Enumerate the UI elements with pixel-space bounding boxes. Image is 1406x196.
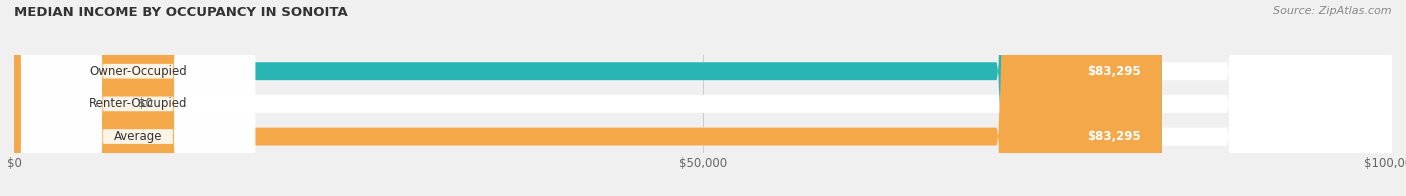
FancyBboxPatch shape: [14, 0, 1392, 196]
FancyBboxPatch shape: [21, 0, 256, 196]
Text: Source: ZipAtlas.com: Source: ZipAtlas.com: [1274, 6, 1392, 16]
Text: $83,295: $83,295: [1087, 130, 1142, 143]
Text: Renter-Occupied: Renter-Occupied: [89, 97, 187, 110]
FancyBboxPatch shape: [14, 0, 1161, 196]
FancyBboxPatch shape: [14, 0, 1392, 196]
FancyBboxPatch shape: [14, 0, 1161, 196]
Text: $0: $0: [138, 97, 153, 110]
FancyBboxPatch shape: [21, 0, 256, 196]
FancyBboxPatch shape: [14, 0, 1392, 196]
Text: Owner-Occupied: Owner-Occupied: [89, 65, 187, 78]
FancyBboxPatch shape: [21, 0, 256, 196]
Text: MEDIAN INCOME BY OCCUPANCY IN SONOITA: MEDIAN INCOME BY OCCUPANCY IN SONOITA: [14, 6, 347, 19]
Text: Average: Average: [114, 130, 162, 143]
Text: $83,295: $83,295: [1087, 65, 1142, 78]
FancyBboxPatch shape: [14, 0, 111, 196]
